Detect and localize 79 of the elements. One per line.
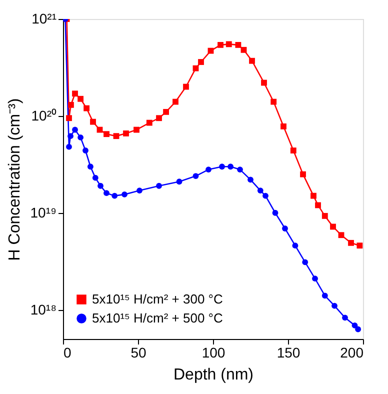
point xyxy=(228,164,234,170)
x-tick-label: 150 xyxy=(276,344,300,360)
y-tick-label: 10¹⁸ xyxy=(30,301,57,318)
point xyxy=(156,182,162,189)
point xyxy=(290,148,296,154)
point xyxy=(98,182,104,189)
point xyxy=(123,130,129,136)
point xyxy=(136,188,142,194)
point xyxy=(219,164,225,170)
point xyxy=(78,96,84,102)
point xyxy=(292,242,298,249)
y-tick-label: 10¹⁹ xyxy=(30,204,56,220)
point xyxy=(249,58,255,64)
point xyxy=(146,120,152,126)
point xyxy=(78,134,84,140)
point xyxy=(282,226,288,232)
x-tick-label: 100 xyxy=(202,344,226,360)
point xyxy=(68,102,74,108)
point xyxy=(122,191,128,198)
point xyxy=(352,322,358,328)
point xyxy=(248,176,254,183)
point xyxy=(302,259,308,266)
point xyxy=(235,42,242,48)
point xyxy=(134,126,140,133)
point xyxy=(72,126,78,133)
y-tick-label: 10²¹ xyxy=(32,10,57,26)
point xyxy=(192,65,199,72)
point xyxy=(272,210,278,216)
point xyxy=(257,188,264,194)
point xyxy=(312,276,318,282)
point xyxy=(300,171,306,178)
point xyxy=(218,42,224,48)
point xyxy=(176,178,182,185)
point xyxy=(338,232,344,238)
point xyxy=(206,166,212,172)
legend-label: 5x10¹⁵ H/cm² + 300 °C xyxy=(92,292,223,306)
point xyxy=(240,46,247,53)
point xyxy=(322,292,328,299)
point xyxy=(315,202,321,208)
point xyxy=(280,123,286,130)
point xyxy=(348,240,354,246)
point xyxy=(72,90,78,97)
point xyxy=(261,80,267,86)
point xyxy=(113,133,120,140)
point xyxy=(68,133,74,140)
point xyxy=(226,41,232,48)
point xyxy=(237,166,243,172)
point xyxy=(183,84,189,90)
y-axis-title: H Concentration (cm⁻³) xyxy=(6,98,24,261)
point xyxy=(82,148,88,154)
point xyxy=(192,173,199,179)
x-tick-label: 0 xyxy=(64,344,72,360)
point xyxy=(104,190,110,196)
point xyxy=(87,164,94,170)
point xyxy=(310,192,316,199)
point xyxy=(262,192,268,199)
point xyxy=(92,174,98,181)
point xyxy=(66,144,72,150)
legend-label: 5x10¹⁵ H/cm² + 500 °C xyxy=(92,310,223,326)
point xyxy=(172,98,178,105)
x-tick-label: 200 xyxy=(340,344,364,360)
point xyxy=(322,212,328,219)
point xyxy=(355,326,362,332)
point xyxy=(112,192,118,199)
x-axis-title: Depth (nm) xyxy=(173,366,254,384)
point xyxy=(198,59,204,65)
point xyxy=(270,98,277,105)
point xyxy=(342,314,348,321)
y-tick-label: 10²⁰ xyxy=(31,107,56,124)
point xyxy=(356,242,363,249)
x-tick-label: 50 xyxy=(130,344,146,360)
point xyxy=(104,131,110,138)
point xyxy=(330,224,336,230)
point xyxy=(163,108,170,115)
point xyxy=(66,115,72,122)
point xyxy=(90,118,96,125)
point xyxy=(156,115,162,122)
point xyxy=(84,105,90,112)
point xyxy=(332,302,338,309)
